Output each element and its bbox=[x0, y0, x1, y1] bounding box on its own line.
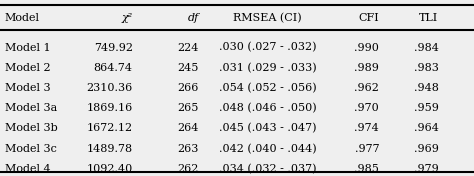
Text: Model 4: Model 4 bbox=[5, 164, 50, 174]
Text: .969: .969 bbox=[414, 144, 438, 154]
Text: 245: 245 bbox=[178, 63, 199, 73]
Text: .959: .959 bbox=[414, 103, 438, 113]
Text: .979: .979 bbox=[414, 164, 438, 174]
Text: Model: Model bbox=[5, 13, 40, 23]
Text: 264: 264 bbox=[178, 124, 199, 133]
Text: .977: .977 bbox=[355, 144, 379, 154]
Text: Model 3b: Model 3b bbox=[5, 124, 57, 133]
Text: TLI: TLI bbox=[419, 13, 438, 23]
Text: 1489.78: 1489.78 bbox=[87, 144, 133, 154]
Text: χ²: χ² bbox=[121, 13, 133, 23]
Text: .031 (.029 - .033): .031 (.029 - .033) bbox=[219, 63, 317, 73]
Text: 864.74: 864.74 bbox=[94, 63, 133, 73]
Text: .974: .974 bbox=[355, 124, 379, 133]
Text: .042 (.040 - .044): .042 (.040 - .044) bbox=[219, 144, 317, 154]
Text: 263: 263 bbox=[178, 144, 199, 154]
Text: 224: 224 bbox=[178, 43, 199, 52]
Text: .984: .984 bbox=[414, 43, 438, 52]
Text: CFI: CFI bbox=[358, 13, 379, 23]
Text: Model 1: Model 1 bbox=[5, 43, 50, 52]
Text: 1092.40: 1092.40 bbox=[86, 164, 133, 174]
Text: .030 (.027 - .032): .030 (.027 - .032) bbox=[219, 42, 317, 53]
Text: .948: .948 bbox=[414, 83, 438, 93]
Text: .048 (.046 - .050): .048 (.046 - .050) bbox=[219, 103, 317, 113]
Text: .034 (.032 - .037): .034 (.032 - .037) bbox=[219, 164, 317, 174]
Text: .970: .970 bbox=[355, 103, 379, 113]
Text: .045 (.043 - .047): .045 (.043 - .047) bbox=[219, 123, 317, 134]
Text: .990: .990 bbox=[355, 43, 379, 52]
Text: Model 2: Model 2 bbox=[5, 63, 50, 73]
Text: 1869.16: 1869.16 bbox=[86, 103, 133, 113]
Text: 266: 266 bbox=[178, 83, 199, 93]
Text: Model 3: Model 3 bbox=[5, 83, 50, 93]
Text: .054 (.052 - .056): .054 (.052 - .056) bbox=[219, 83, 317, 93]
Text: .983: .983 bbox=[414, 63, 438, 73]
Text: 265: 265 bbox=[178, 103, 199, 113]
Text: df: df bbox=[188, 13, 199, 23]
Text: .964: .964 bbox=[414, 124, 438, 133]
Text: .989: .989 bbox=[355, 63, 379, 73]
Text: .962: .962 bbox=[355, 83, 379, 93]
Text: 2310.36: 2310.36 bbox=[86, 83, 133, 93]
Text: .985: .985 bbox=[355, 164, 379, 174]
Text: Model 3c: Model 3c bbox=[5, 144, 56, 154]
Text: 262: 262 bbox=[178, 164, 199, 174]
Text: 1672.12: 1672.12 bbox=[87, 124, 133, 133]
Text: 749.92: 749.92 bbox=[94, 43, 133, 52]
Text: RMSEA (CI): RMSEA (CI) bbox=[234, 12, 302, 23]
Text: Model 3a: Model 3a bbox=[5, 103, 57, 113]
